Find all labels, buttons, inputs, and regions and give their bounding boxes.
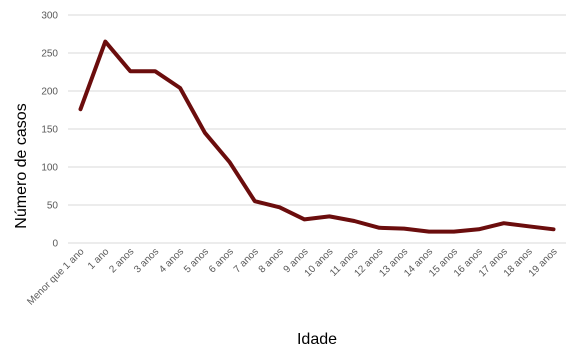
data-point — [103, 40, 107, 44]
data-point — [402, 227, 406, 231]
y-tick-label: 150 — [41, 125, 58, 136]
data-point — [502, 221, 506, 225]
data-point — [527, 224, 531, 228]
y-tick-label: 200 — [41, 87, 58, 98]
data-point — [452, 230, 456, 234]
data-point — [427, 230, 431, 234]
data-point — [377, 226, 381, 230]
data-point — [552, 227, 556, 231]
data-point — [153, 69, 157, 73]
data-point — [303, 217, 307, 221]
x-axis-title: Idade — [297, 331, 337, 348]
x-tick-label: 8 anos — [257, 246, 286, 275]
y-axis-title: Número de casos — [13, 103, 30, 228]
data-point — [278, 205, 282, 209]
data-point — [203, 131, 207, 135]
y-axis-ticks: 0 50 100 150 200 250 300 — [41, 11, 58, 250]
x-tick-label: 5 anos — [182, 246, 211, 275]
data-point — [253, 199, 257, 203]
x-tick-label: 3 anos — [132, 246, 161, 275]
y-tick-label: 100 — [41, 163, 58, 174]
data-point — [352, 219, 356, 223]
data-point — [78, 107, 82, 111]
series-group — [78, 39, 556, 234]
data-point — [327, 214, 331, 218]
data-point — [477, 227, 481, 231]
data-point — [228, 160, 232, 164]
x-tick-label: 7 anos — [232, 246, 261, 275]
y-tick-label: 50 — [47, 201, 59, 212]
x-tick-label: Menor que 1 ano — [25, 246, 87, 308]
x-tick-label: 6 anos — [207, 246, 236, 275]
data-point — [178, 86, 182, 90]
x-tick-label: 4 anos — [157, 246, 186, 275]
grid-lines — [68, 14, 566, 244]
y-tick-label: 300 — [41, 11, 58, 22]
x-tick-label: 2 anos — [107, 246, 136, 275]
series-line — [78, 39, 556, 234]
y-tick-label: 250 — [41, 49, 58, 60]
data-point — [128, 69, 132, 73]
y-tick-label: 0 — [52, 239, 58, 250]
